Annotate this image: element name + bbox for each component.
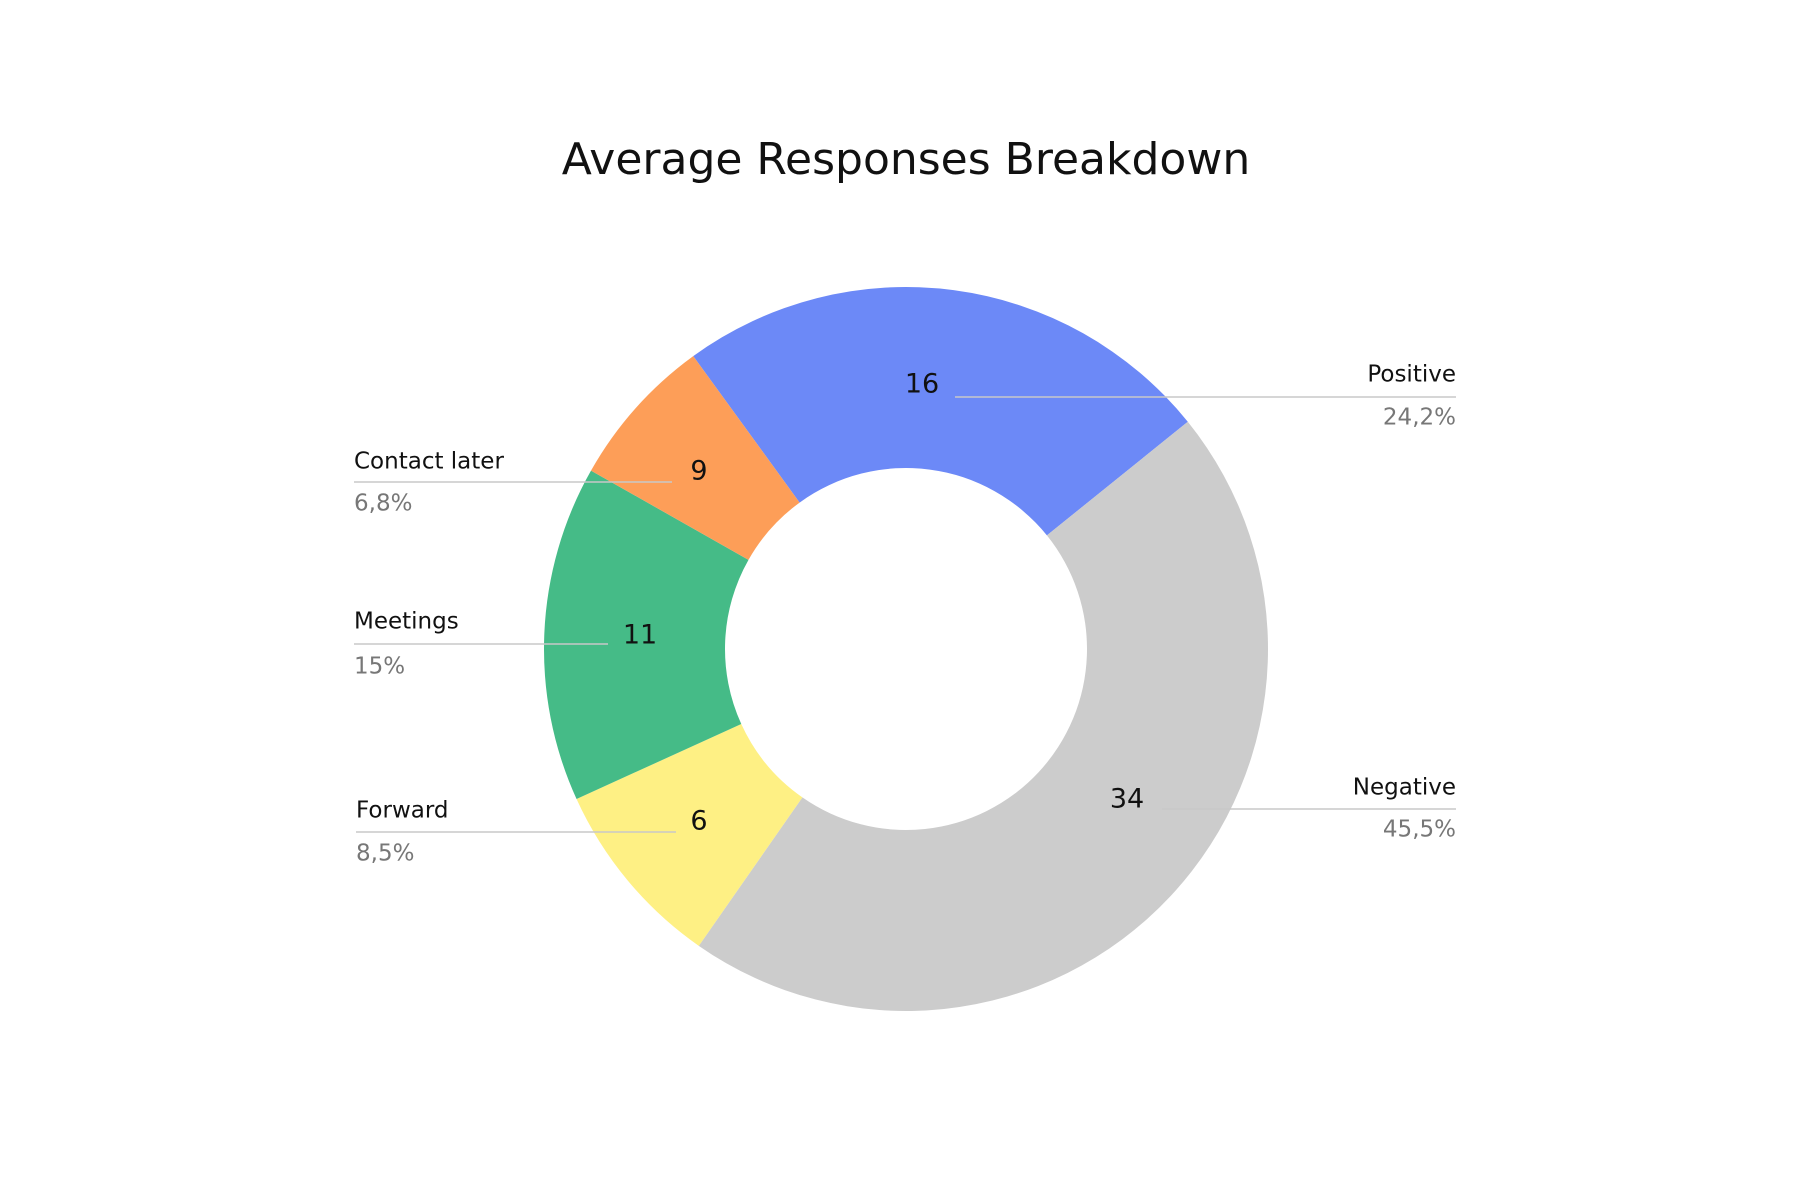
percent-label: 45,5% [1383,817,1456,843]
slice-label: Meetings [354,609,459,635]
donut-slice [576,724,803,946]
slice-label: Contact later [354,449,504,475]
percent-label: 8,5% [356,841,414,867]
count-label: 16 [905,369,939,400]
donut-slice [590,356,800,560]
percent-label: 24,2% [1383,405,1456,431]
slice-label: Forward [356,798,449,824]
donut-slice [693,287,1188,536]
count-label: 34 [1110,784,1144,815]
chart-title: Average Responses Breakdown [562,134,1250,185]
slice-label: Positive [1367,362,1456,388]
slice-label: Negative [1353,775,1456,801]
donut-slice [543,470,749,800]
percent-label: 6,8% [354,491,412,517]
percent-label: 15% [354,654,405,680]
count-label: 11 [623,620,657,651]
count-label: 6 [690,806,707,837]
count-label: 9 [690,456,707,487]
donut-slice [698,421,1268,1012]
